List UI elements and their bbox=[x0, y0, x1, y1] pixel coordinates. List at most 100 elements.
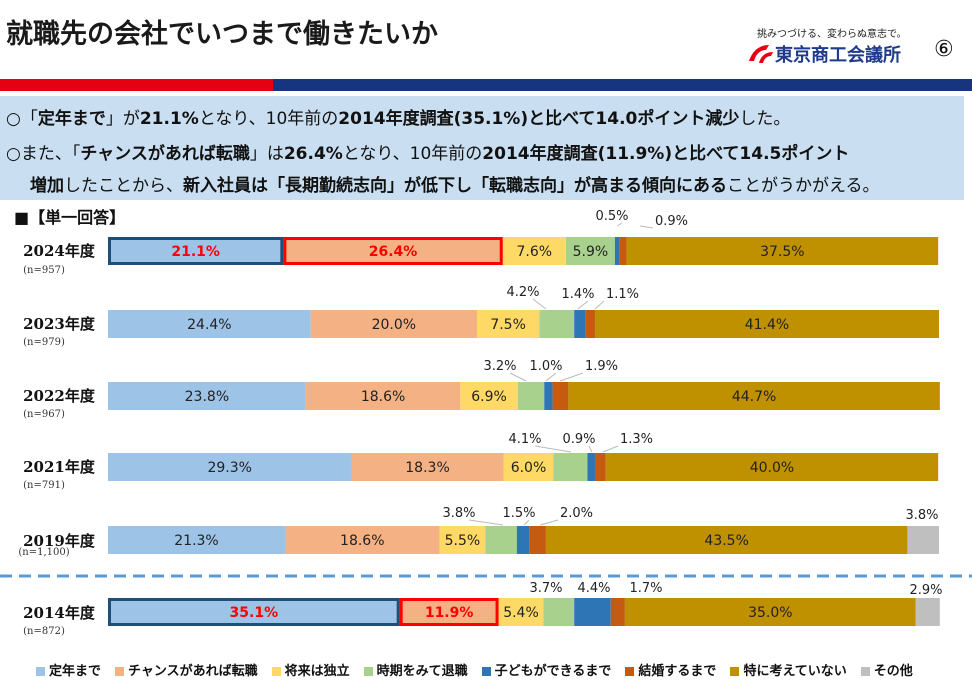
stacked-bar-chart: 21.1% 26.4% 7.6% 5.9% 37.5% 0.5% 0.9% 24.4% 20.0… bbox=[0, 209, 972, 626]
logo-mark-icon bbox=[749, 45, 773, 63]
highlight-outline bbox=[283, 237, 503, 265]
data-label: 2.9% bbox=[909, 583, 942, 598]
bar-segment bbox=[624, 598, 916, 626]
bar-segment bbox=[544, 382, 553, 410]
data-label: 43.5% bbox=[704, 533, 748, 549]
data-label: 18.6% bbox=[361, 389, 405, 405]
callout-line bbox=[523, 519, 530, 526]
summary-segment: 定年まで bbox=[37, 109, 106, 129]
data-label: 4.1% bbox=[508, 432, 541, 447]
bar-segment bbox=[594, 453, 606, 481]
legend-swatch bbox=[271, 667, 281, 676]
summary-line-3: 増加したことから、新入社員は「長期勤続志向」が低下し「転職志向」が高まる傾向にあ… bbox=[30, 171, 880, 196]
summary-segment: となり、10年前の bbox=[342, 144, 483, 164]
legend-swatch bbox=[625, 667, 635, 676]
chart-legend: 定年まで チャンスがあれば転職 将来は独立 時期をみて退職 子どもができるまで 結婚するま… bbox=[36, 660, 927, 679]
legend-item: 特に考えていない bbox=[730, 660, 847, 679]
bar-segment bbox=[108, 237, 284, 265]
legend-label: 定年まで bbox=[49, 664, 102, 679]
bar-segment bbox=[503, 453, 554, 481]
summary-segment: 2014年度調査(11.9%)と比べて14.5ポイント bbox=[482, 144, 850, 164]
summary-segment: 2014年度調査(35.1%)と比べて14.0ポイント減少 bbox=[338, 109, 740, 129]
callout-line bbox=[545, 372, 557, 382]
data-label: 1.5% bbox=[502, 506, 535, 521]
row-label-2022: 2022年度 bbox=[23, 387, 95, 405]
bar-segment bbox=[610, 598, 625, 626]
bar-segment bbox=[351, 453, 504, 481]
bar-segment bbox=[626, 237, 939, 265]
data-label: 3.8% bbox=[442, 506, 475, 521]
data-label: 11.9% bbox=[425, 605, 474, 621]
bar-segment bbox=[285, 526, 440, 554]
bar-segment bbox=[476, 310, 540, 338]
data-label: 1.1% bbox=[606, 287, 639, 302]
bar-segment bbox=[108, 453, 352, 481]
legend-label: 子どもができるまで bbox=[494, 664, 612, 679]
data-label: 1.0% bbox=[529, 359, 562, 374]
legend-swatch bbox=[363, 667, 373, 676]
data-label: 6.9% bbox=[471, 389, 507, 405]
row-n-2023: (n=979) bbox=[23, 337, 65, 348]
summary-segment: となり、10年前の bbox=[198, 109, 339, 129]
row-n-2014: (n=872) bbox=[23, 626, 65, 637]
bar-segment bbox=[614, 237, 620, 265]
bar-segment bbox=[585, 310, 595, 338]
data-label: 5.4% bbox=[503, 605, 539, 621]
data-label: 0.9% bbox=[562, 432, 595, 447]
bar-segment bbox=[399, 598, 499, 626]
bar-segment bbox=[545, 526, 908, 554]
data-label: 1.9% bbox=[585, 359, 618, 374]
callout-line bbox=[539, 519, 559, 526]
callout-line bbox=[577, 300, 589, 310]
data-label: 6.0% bbox=[511, 460, 547, 476]
data-label: 26.4% bbox=[369, 244, 418, 260]
legend-item: 結婚するまで bbox=[625, 660, 716, 679]
data-label: 2.0% bbox=[560, 506, 593, 521]
legend-item: その他 bbox=[860, 660, 913, 679]
callout-line bbox=[616, 222, 623, 227]
legend-swatch bbox=[115, 667, 125, 676]
bar-segment bbox=[553, 453, 588, 481]
legend-item: 定年まで bbox=[36, 660, 101, 679]
row-n-2024: (n=957) bbox=[23, 265, 65, 276]
legend-swatch bbox=[36, 667, 45, 676]
page-title: 就職先の会社でいつまで働きたいか bbox=[6, 19, 438, 50]
data-label: 35.1% bbox=[230, 605, 279, 621]
data-label: 7.6% bbox=[517, 244, 553, 260]
row-n-2019: (n=1,100) bbox=[18, 547, 70, 558]
callout-line bbox=[602, 445, 619, 453]
row-label-2014: 2014年度 bbox=[23, 604, 95, 622]
row-label-2021: 2021年度 bbox=[23, 458, 95, 476]
highlight-outline bbox=[399, 598, 499, 626]
row-n-2021: (n=791) bbox=[23, 480, 65, 491]
data-label: 23.8% bbox=[185, 389, 229, 405]
logo-slogan: 挑みつづける、変わらぬ意志で。 bbox=[757, 29, 907, 40]
bar-segment bbox=[574, 310, 586, 338]
summary-line-2: ○また、「チャンスがあれば転職」は26.4%となり、10年前の2014年度調査(… bbox=[6, 139, 849, 164]
bar-segment bbox=[552, 382, 569, 410]
bar-segment bbox=[565, 237, 615, 265]
legend-label: その他 bbox=[873, 664, 913, 679]
row-label-2019: 2019年度 bbox=[23, 532, 95, 550]
bar-segment bbox=[568, 382, 940, 410]
summary-segment: 26.4% bbox=[283, 144, 343, 164]
bar-segment bbox=[605, 453, 939, 481]
bar-segment bbox=[529, 526, 546, 554]
logo-name: 東京商工会議所 bbox=[775, 45, 901, 66]
data-label: 3.2% bbox=[483, 359, 516, 374]
data-label: 21.3% bbox=[174, 533, 218, 549]
legend-item: チャンスがあれば転職 bbox=[115, 660, 258, 679]
bar-segment bbox=[305, 382, 461, 410]
data-label: 40.0% bbox=[750, 460, 794, 476]
data-label: 18.3% bbox=[405, 460, 449, 476]
bar-segment bbox=[502, 237, 566, 265]
callout-line bbox=[509, 372, 527, 382]
page-number: ⑥ bbox=[934, 37, 954, 62]
legend-swatch bbox=[730, 667, 740, 676]
callout-line bbox=[534, 445, 572, 453]
data-label: 24.4% bbox=[187, 317, 231, 333]
callout-line bbox=[588, 445, 593, 453]
callout-line bbox=[468, 519, 504, 526]
bar-segment bbox=[517, 382, 545, 410]
data-label: 18.6% bbox=[340, 533, 384, 549]
